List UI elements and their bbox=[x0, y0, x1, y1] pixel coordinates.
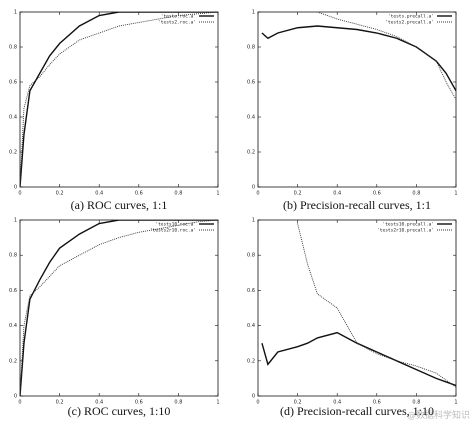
x-tick-label: 0.6 bbox=[135, 191, 143, 197]
series-line bbox=[261, 331, 456, 387]
x-tick-label: 0.8 bbox=[412, 191, 420, 197]
series-line bbox=[261, 25, 456, 92]
y-tick-label: 0 bbox=[14, 394, 17, 400]
x-tick-label: 0.2 bbox=[294, 400, 302, 406]
legend-label: 'tests2r10.precall.a' bbox=[377, 228, 434, 234]
y-tick-label: 0.6 bbox=[247, 80, 255, 86]
y-tick-label: 0.6 bbox=[9, 288, 17, 294]
legend-label: 'tests.precall.a' bbox=[388, 14, 434, 20]
y-tick-label: 0.4 bbox=[247, 323, 255, 329]
x-tick-label: 0.8 bbox=[412, 400, 420, 406]
caption: (c) ROC curves, 1:10 bbox=[68, 404, 171, 418]
x-tick-label: 1 bbox=[216, 400, 219, 406]
series-line bbox=[20, 12, 218, 187]
y-tick-label: 1 bbox=[252, 10, 255, 16]
x-tick-label: 0.8 bbox=[174, 191, 182, 197]
series-line bbox=[20, 12, 218, 187]
x-tick-label: 0 bbox=[18, 191, 21, 197]
y-tick-label: 0.6 bbox=[247, 288, 255, 294]
series-line bbox=[317, 12, 456, 100]
y-tick-label: 0.8 bbox=[247, 253, 255, 259]
y-tick-label: 1 bbox=[252, 218, 255, 224]
y-tick-label: 0 bbox=[14, 185, 17, 191]
x-tick-label: 0.2 bbox=[56, 400, 64, 406]
x-tick-label: 1 bbox=[216, 191, 219, 197]
x-tick-label: 0.8 bbox=[174, 400, 182, 406]
caption: (a) ROC curves, 1:1 bbox=[71, 198, 168, 212]
y-tick-label: 0 bbox=[252, 185, 255, 191]
x-tick-label: 0 bbox=[256, 400, 259, 406]
y-tick-label: 0.2 bbox=[9, 150, 17, 156]
series-line bbox=[20, 220, 218, 396]
x-tick-label: 0.2 bbox=[294, 191, 302, 197]
plot-frame bbox=[257, 219, 457, 397]
x-tick-label: 0.6 bbox=[373, 400, 381, 406]
y-tick-label: 0.4 bbox=[247, 115, 255, 121]
legend-label: 'tests2.roc.a' bbox=[158, 20, 196, 26]
caption: (b) Precision-recall curves, 1:1 bbox=[283, 198, 431, 212]
legend-label: 'tests10.precall.a' bbox=[383, 222, 434, 228]
caption: (d) Precision-recall curves, 1:10 bbox=[280, 404, 434, 418]
x-tick-label: 0 bbox=[256, 191, 259, 197]
x-tick-label: 0 bbox=[18, 400, 21, 406]
watermark: @数据科学知识 bbox=[407, 409, 470, 421]
x-tick-label: 0.6 bbox=[373, 191, 381, 197]
y-tick-label: 0.8 bbox=[247, 45, 255, 51]
x-tick-label: 0.2 bbox=[56, 191, 64, 197]
x-tick-label: 0.4 bbox=[333, 400, 341, 406]
x-tick-label: 0.4 bbox=[333, 191, 341, 197]
series-line bbox=[20, 220, 218, 396]
legend-label: 'tests.roc.a' bbox=[161, 14, 196, 20]
x-tick-label: 0.6 bbox=[135, 400, 143, 406]
legend-label: 'tests10.roc.a' bbox=[155, 222, 196, 228]
y-tick-label: 0.2 bbox=[247, 358, 255, 364]
plot-frame bbox=[19, 219, 219, 397]
series-line bbox=[297, 223, 456, 388]
y-tick-label: 1 bbox=[14, 10, 17, 16]
y-tick-label: 1 bbox=[14, 218, 17, 224]
y-tick-label: 0.2 bbox=[247, 150, 255, 156]
plot-frame bbox=[19, 11, 219, 188]
plot-frame bbox=[257, 11, 457, 188]
y-tick-label: 0.2 bbox=[9, 358, 17, 364]
y-tick-label: 0.4 bbox=[9, 115, 17, 121]
x-tick-label: 1 bbox=[454, 400, 457, 406]
y-tick-label: 0.4 bbox=[9, 323, 17, 329]
x-tick-label: 0.4 bbox=[95, 400, 103, 406]
y-tick-label: 0.8 bbox=[9, 253, 17, 259]
legend-label: 'tests2r10.roc.a' bbox=[150, 228, 196, 234]
y-tick-label: 0 bbox=[252, 394, 255, 400]
y-tick-label: 0.8 bbox=[9, 45, 17, 51]
legend-label: 'tests2.precall.a' bbox=[385, 20, 434, 26]
y-tick-label: 0.6 bbox=[9, 80, 17, 86]
x-tick-label: 0.4 bbox=[95, 191, 103, 197]
x-tick-label: 1 bbox=[454, 191, 457, 197]
